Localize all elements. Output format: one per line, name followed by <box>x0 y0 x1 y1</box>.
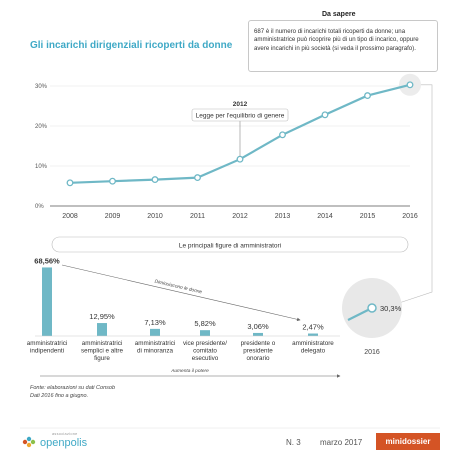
bar-category-label: presidente o <box>241 340 276 347</box>
zoom-connector <box>398 84 433 304</box>
bar-category-label: di minoranza <box>137 348 174 355</box>
bar-value-label: 3,06% <box>247 322 269 331</box>
data-point <box>151 176 159 184</box>
annotation-year: 2012 <box>233 101 248 108</box>
zoom-point <box>367 303 377 313</box>
data-point <box>279 131 286 139</box>
annotation-box <box>191 108 289 122</box>
bar-category-label: indipendenti <box>30 348 64 355</box>
x-tick-label: 2014 <box>317 213 333 220</box>
data-point <box>109 177 116 185</box>
x-tick-label: 2008 <box>62 213 78 220</box>
y-tick-label: 0% <box>35 204 44 210</box>
decrease-arrow <box>61 264 301 322</box>
bar <box>308 333 318 336</box>
bar-category-label: amministratrici <box>135 340 176 347</box>
bar-section-title: Le principali figure di amministratori <box>179 243 281 250</box>
bar-category-label: amministratrici <box>27 340 68 347</box>
footer-date: marzo 2017 <box>320 438 363 447</box>
bar <box>253 332 263 336</box>
bar-category-label: figure <box>94 355 110 362</box>
bar <box>200 330 210 336</box>
footer-org-logo: openpolis <box>40 437 88 449</box>
bar-value-label: 5,82% <box>194 319 216 328</box>
x-tick-label: 2016 <box>402 213 418 220</box>
x-tick-label: 2009 <box>105 213 121 220</box>
bar-category-label: esecutivo <box>192 355 219 362</box>
y-tick-label: 30% <box>35 84 48 90</box>
info-title: Da sapere <box>316 10 362 19</box>
zoom-line <box>347 309 369 321</box>
bar-value-label: 68,56% <box>34 256 60 265</box>
bar <box>42 267 52 336</box>
bar-category-label: comitato <box>193 348 217 355</box>
bar-value-label: 2,47% <box>302 323 324 332</box>
x-tick-label: 2015 <box>360 213 376 220</box>
decrease-arrow-label: Diminuiscono le donne <box>154 279 203 296</box>
page-title: Gli incarichi dirigenziali ricoperti da … <box>30 40 233 51</box>
bar-value-label: 7,13% <box>144 318 166 327</box>
footer-org-small: associazione <box>52 432 78 436</box>
bar-category-label: onorario <box>246 355 270 362</box>
data-point <box>321 111 329 119</box>
footer-issue: N. 3 <box>286 438 301 447</box>
bar-section-title-pill <box>51 236 409 253</box>
bar-category-label: vice presidente/ <box>183 340 227 347</box>
y-tick-label: 20% <box>35 124 48 130</box>
data-point <box>364 92 371 100</box>
data-point <box>66 179 74 187</box>
data-point <box>406 81 414 89</box>
zoom-value: 30,3% <box>380 304 402 313</box>
x-tick-label: 2010 <box>147 213 163 220</box>
source-line-2: Dati 2016 fino a giugno. <box>30 393 89 399</box>
data-point <box>194 174 201 182</box>
y-tick-label: 10% <box>35 164 48 170</box>
bar <box>97 323 107 336</box>
footer-brand: minidossier <box>376 433 440 450</box>
bar-category-label: delegato <box>301 348 326 355</box>
openpolis-logo-icon <box>22 436 36 448</box>
x-tick-label: 2011 <box>190 213 205 220</box>
bar-category-label: amministratrici <box>82 340 123 347</box>
x-tick-label: 2012 <box>232 213 248 220</box>
info-box: 687 è il numero di incarichi totali rico… <box>248 20 438 72</box>
bar-value-label: 12,95% <box>89 312 115 321</box>
bar-category-label: semplici e altre <box>81 348 123 355</box>
x-tick-label: 2013 <box>275 213 291 220</box>
annotation-text: Legge per l'equilibrio di genere <box>196 113 285 120</box>
power-arrow-label: Aumenta il potere <box>170 368 209 374</box>
bar <box>150 328 160 336</box>
data-point <box>236 155 244 163</box>
source-note: Fonte: elaborazioni su dati Consob Dati … <box>30 384 115 400</box>
bar-category-label: amministratore <box>292 340 334 347</box>
bar-category-label: presidente <box>243 348 273 355</box>
zoom-year: 2016 <box>364 349 380 356</box>
info-text: 687 è il numero di incarichi totali rico… <box>254 28 419 52</box>
source-line-1: Fonte: elaborazioni su dati Consob <box>30 385 115 391</box>
